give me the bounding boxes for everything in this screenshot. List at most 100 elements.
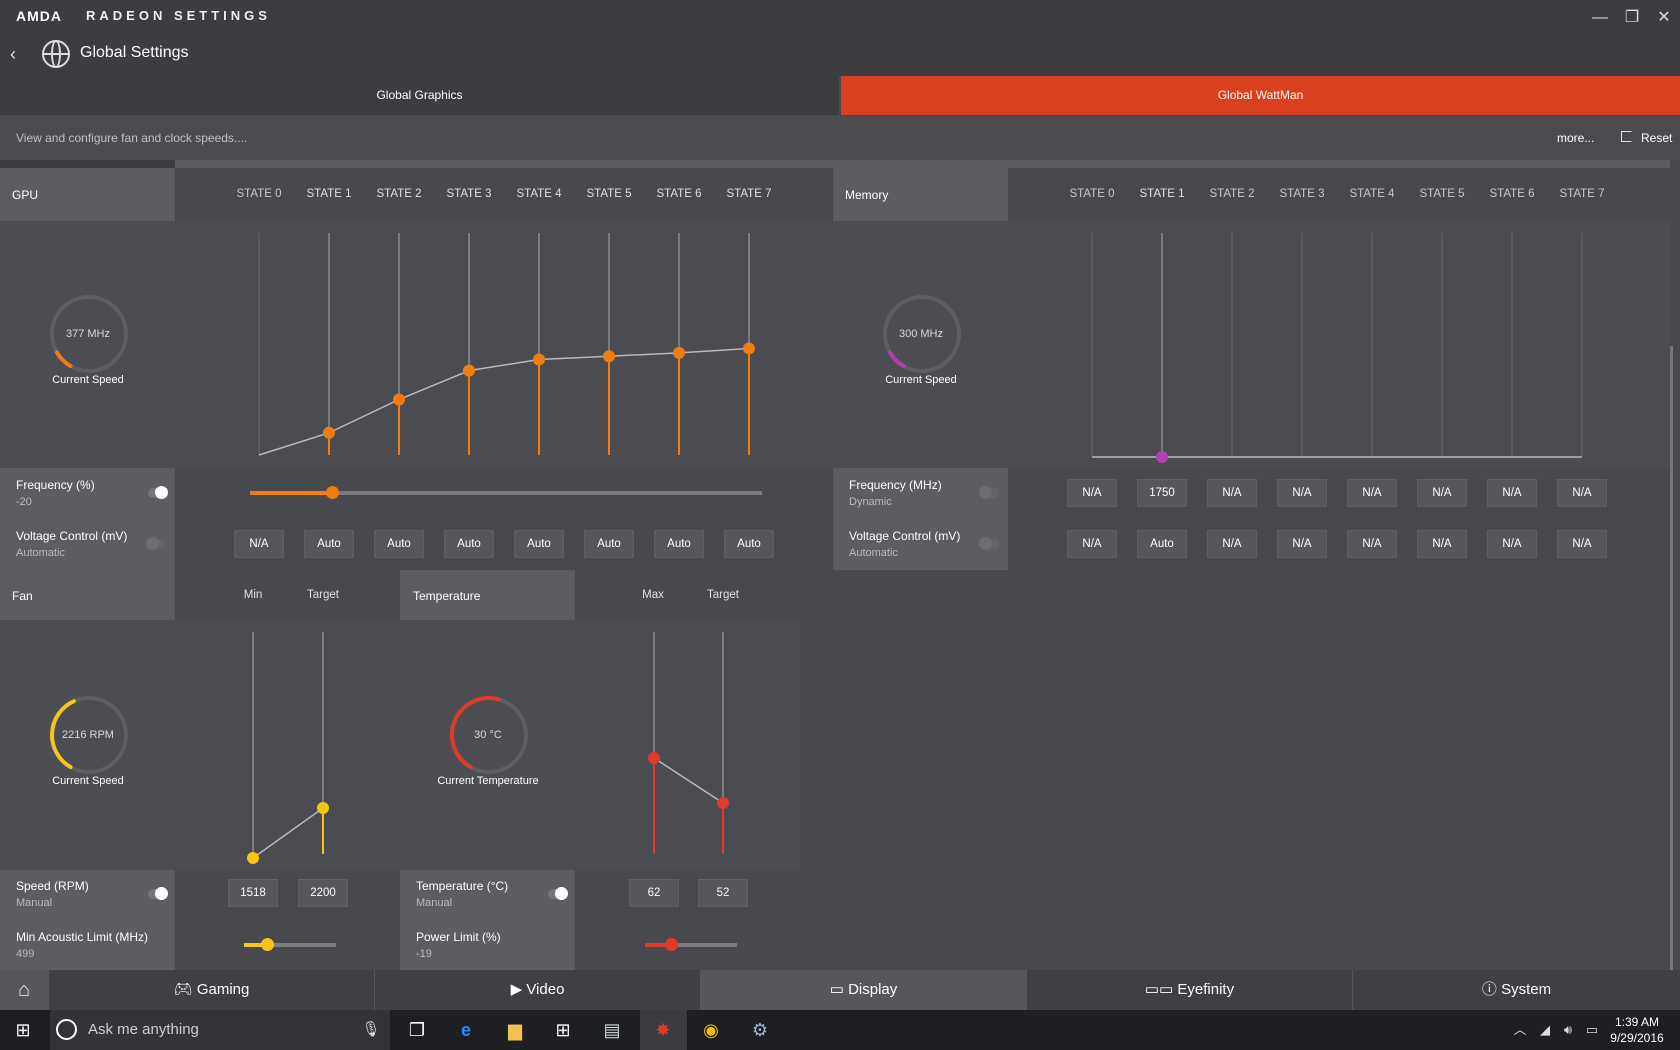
gpu-voltage-toggle[interactable]	[146, 537, 166, 550]
gpu-state-point[interactable]	[603, 350, 615, 363]
temperature-curve-chart[interactable]	[575, 620, 800, 870]
memory-voltage-cell	[833, 518, 1008, 570]
temperature-curve-line	[653, 757, 724, 804]
chrome-icon[interactable]: ◉	[703, 1020, 719, 1040]
reset-icon[interactable]	[1621, 131, 1632, 142]
nav-display[interactable]: ▭ Display	[700, 970, 1026, 1010]
taskbar-clock[interactable]: 1:39 AM 9/29/2016	[1602, 1014, 1672, 1046]
more-link[interactable]: more...	[1557, 131, 1595, 145]
nav-label: System	[1501, 981, 1552, 998]
minimize-button[interactable]: —	[1592, 9, 1608, 26]
close-button[interactable]: ✕	[1657, 9, 1671, 26]
info-icon: ⓘ	[1481, 981, 1497, 998]
nav-eyefinity[interactable]: ▭▭ Eyefinity	[1026, 970, 1352, 1010]
vertical-scrollbar[interactable]	[1670, 346, 1673, 970]
gpu-state-point[interactable]	[463, 364, 475, 377]
memory-header-cell	[833, 168, 1008, 221]
gpu-state-point[interactable]	[323, 426, 335, 439]
fan-header: Fan	[12, 589, 33, 603]
edge-icon[interactable]: e	[460, 1020, 471, 1040]
slider-knob[interactable]	[261, 938, 274, 951]
gpu-state-point[interactable]	[393, 393, 405, 406]
fan-curve-chart[interactable]	[175, 620, 400, 870]
task-view-icon[interactable]: ❐	[408, 1020, 426, 1040]
cortana-search-box[interactable]	[50, 1010, 390, 1050]
temperature-max-point[interactable]	[648, 752, 660, 764]
memory-frequency-toggle[interactable]	[979, 486, 999, 499]
tab-global-wattman[interactable]: Global WattMan	[841, 76, 1680, 115]
gpu-voltage-cell	[0, 518, 175, 570]
radeon-taskbar-button[interactable]	[640, 1010, 687, 1050]
memory-voltage-mode: Automatic	[849, 547, 898, 559]
fan-acoustic-label: Min Acoustic Limit (MHz)	[16, 930, 149, 944]
play-icon: ▶	[510, 981, 523, 998]
fan-target-point[interactable]	[317, 802, 329, 814]
gpu-frequency-toggle[interactable]	[148, 486, 168, 499]
gpu-state-chart[interactable]	[175, 221, 833, 468]
temperature-columns-header	[575, 570, 800, 620]
reset-button[interactable]: Reset	[1641, 131, 1673, 145]
fan-speed-value: 2216 RPM	[62, 729, 114, 741]
notifications-icon[interactable]: ▭	[1585, 1022, 1599, 1037]
tab-global-graphics[interactable]: Global Graphics	[0, 76, 839, 115]
fan-acoustic-value: 499	[16, 948, 35, 960]
gpu-voltage-value: Auto	[514, 530, 564, 558]
windows-start-button[interactable]: ⊞	[15, 1020, 31, 1040]
nav-system[interactable]: ⓘ System	[1352, 970, 1680, 1010]
network-icon[interactable]: ◢	[1540, 1022, 1550, 1037]
restore-button[interactable]: ❐	[1624, 9, 1640, 26]
temperature-max-value[interactable]: 62	[629, 879, 679, 907]
volume-icon[interactable]: 🔊︎	[1563, 1022, 1573, 1037]
clock-date: 9/29/2016	[1610, 1031, 1664, 1045]
gpu-state-point[interactable]	[533, 353, 545, 366]
memory-voltage-value: N/A	[1417, 530, 1467, 558]
microphone-icon[interactable]: 🎙︎	[361, 1021, 381, 1038]
memory-voltage-value: N/A	[1557, 530, 1607, 558]
gpu-state-label: STATE 3	[446, 188, 492, 200]
home-icon: ⌂	[17, 979, 31, 1001]
show-hidden-icons-icon[interactable]: ︿	[1513, 1022, 1527, 1037]
gpu-state-label: STATE 4	[516, 188, 562, 200]
memory-state-label: STATE 5	[1419, 188, 1465, 200]
memory-voltage-toggle[interactable]	[979, 537, 999, 550]
horizontal-scrollbar[interactable]	[175, 160, 1670, 168]
slider-knob[interactable]	[664, 938, 678, 951]
memory-frequency-value[interactable]: 1750	[1137, 479, 1187, 507]
fan-min-value[interactable]: 1518	[228, 879, 278, 907]
file-explorer-icon[interactable]: ▆	[508, 1020, 522, 1040]
memory-state-point[interactable]	[1156, 451, 1168, 463]
home-button[interactable]: ⌂	[0, 970, 48, 1010]
gpu-frequency-slider[interactable]	[250, 486, 762, 499]
gpu-voltage-value: Auto	[724, 530, 774, 558]
gpu-state-label: STATE 0	[236, 188, 282, 200]
fan-speed-gauge	[50, 696, 128, 774]
memory-frequency-value: N/A	[1207, 479, 1257, 507]
temperature-target-value[interactable]: 52	[698, 879, 748, 907]
fan-speed-toggle[interactable]	[148, 887, 168, 900]
fan-speed-cell	[0, 870, 175, 920]
fan-speed-label: Current Speed	[52, 775, 124, 787]
nav-gaming[interactable]: 🎮︎ Gaming	[48, 970, 374, 1010]
temperature-target-point[interactable]	[717, 797, 729, 809]
memory-frequency-value: N/A	[1067, 479, 1117, 507]
nav-video[interactable]: ▶ Video	[374, 970, 700, 1010]
gpu-state-point[interactable]	[673, 346, 685, 359]
fan-acoustic-slider[interactable]	[244, 938, 336, 951]
memory-state-label: STATE 1	[1139, 188, 1185, 200]
temperature-values-row	[575, 870, 800, 920]
nav-label: Display	[848, 981, 898, 998]
gpu-gauge-fill	[54, 350, 73, 369]
store-icon[interactable]: ⊞	[555, 1020, 571, 1040]
temperature-toggle[interactable]	[548, 887, 568, 900]
fan-min-header: Min	[243, 589, 263, 601]
power-limit-slider[interactable]	[645, 938, 737, 951]
photos-icon[interactable]: ▤	[603, 1020, 621, 1040]
slider-knob[interactable]	[325, 486, 339, 499]
memory-state-chart[interactable]	[1008, 221, 1670, 468]
back-button[interactable]: ‹	[10, 44, 16, 65]
fan-target-value[interactable]: 2200	[298, 879, 348, 907]
steam-icon[interactable]: ⚙	[751, 1020, 769, 1040]
fan-min-point[interactable]	[247, 852, 259, 864]
gpu-state-point[interactable]	[743, 342, 755, 355]
fan-curve-line	[252, 807, 324, 859]
